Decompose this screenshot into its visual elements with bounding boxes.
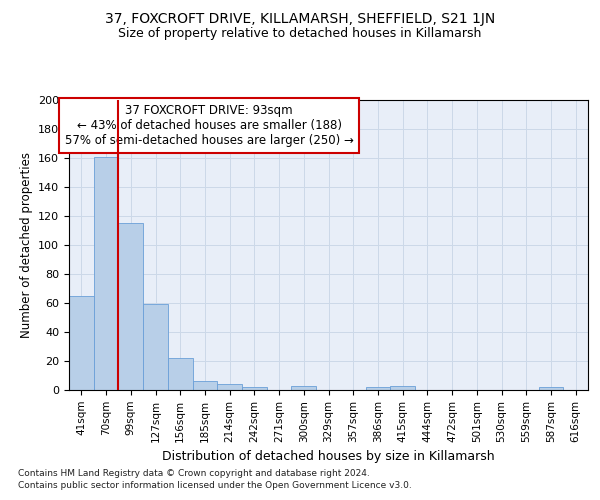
- Bar: [193, 382, 217, 390]
- Y-axis label: Number of detached properties: Number of detached properties: [20, 152, 32, 338]
- Text: 37 FOXCROFT DRIVE: 93sqm
← 43% of detached houses are smaller (188)
57% of semi-: 37 FOXCROFT DRIVE: 93sqm ← 43% of detach…: [65, 104, 353, 148]
- Bar: [365, 387, 390, 390]
- Text: 37, FOXCROFT DRIVE, KILLAMARSH, SHEFFIELD, S21 1JN: 37, FOXCROFT DRIVE, KILLAMARSH, SHEFFIEL…: [105, 12, 495, 26]
- Bar: [69, 296, 94, 390]
- Bar: [94, 156, 118, 390]
- Bar: [539, 387, 563, 390]
- X-axis label: Distribution of detached houses by size in Killamarsh: Distribution of detached houses by size …: [162, 450, 495, 463]
- Bar: [118, 223, 143, 390]
- Bar: [143, 304, 168, 390]
- Text: Contains HM Land Registry data © Crown copyright and database right 2024.: Contains HM Land Registry data © Crown c…: [18, 468, 370, 477]
- Bar: [242, 387, 267, 390]
- Text: Size of property relative to detached houses in Killamarsh: Size of property relative to detached ho…: [118, 28, 482, 40]
- Text: Contains public sector information licensed under the Open Government Licence v3: Contains public sector information licen…: [18, 481, 412, 490]
- Bar: [217, 384, 242, 390]
- Bar: [292, 386, 316, 390]
- Bar: [390, 386, 415, 390]
- Bar: [168, 358, 193, 390]
